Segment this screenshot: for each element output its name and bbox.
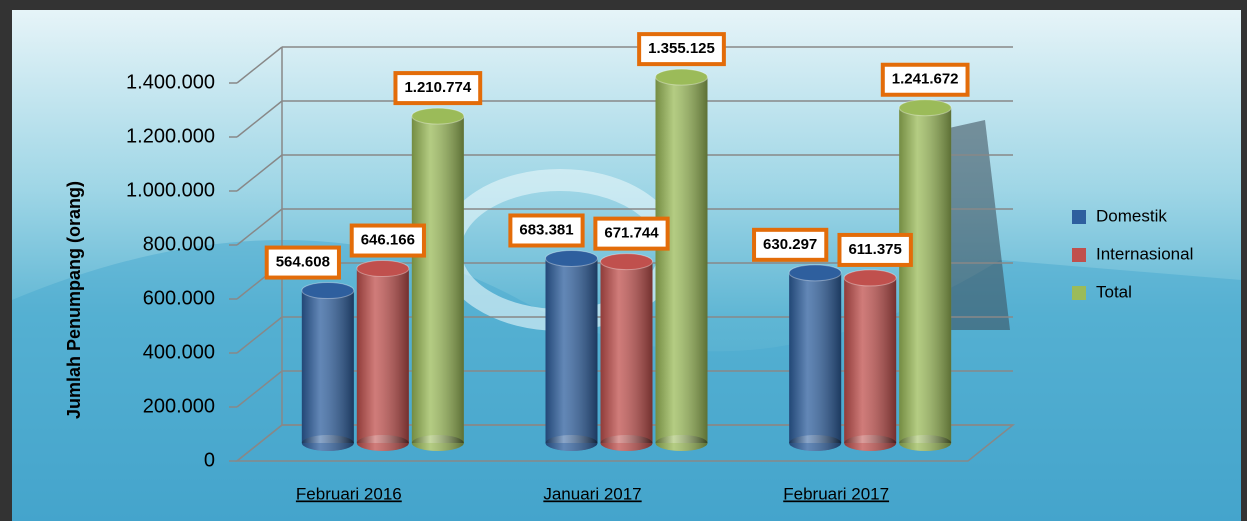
value-label-text: 564.608: [276, 254, 330, 271]
bar-bottom-shade: [412, 435, 464, 451]
value-label-text: 1.355.125: [648, 40, 715, 57]
bar-top: [601, 254, 653, 270]
chart: Jumlah Penumpang (orang) 0 200.000 400.000…: [0, 0, 1247, 521]
y-axis-title: Jumlah Penumpang (orang): [64, 181, 84, 419]
legend-swatch: [1072, 210, 1086, 224]
bar-bottom-shade: [357, 435, 409, 451]
bar-bottom-shade: [844, 435, 896, 451]
bar-bottom-shade: [601, 435, 653, 451]
bar-bottom-shade: [302, 435, 354, 451]
y-tick-label: 800.000: [143, 233, 215, 255]
bar-shade: [412, 116, 464, 443]
value-label: 1.241.672: [883, 65, 968, 95]
value-label: 646.166: [352, 226, 424, 256]
value-label-text: 646.166: [361, 232, 415, 249]
y-tick-label: 400.000: [143, 341, 215, 363]
legend-label: Domestik: [1096, 206, 1167, 225]
legend-label: Total: [1096, 282, 1132, 301]
bar-shade: [302, 291, 354, 443]
value-label-text: 1.210.774: [404, 79, 471, 96]
bar-top: [656, 69, 708, 85]
bar-shade: [844, 278, 896, 443]
bar-top: [357, 261, 409, 277]
value-label: 1.355.125: [639, 34, 724, 64]
legend-swatch: [1072, 248, 1086, 262]
bar-bottom-shade: [546, 435, 598, 451]
page: Jumlah Penumpang (orang) 0 200.000 400.000…: [0, 0, 1247, 521]
legend-swatch: [1072, 286, 1086, 300]
y-tick-label: 1.000.000: [126, 179, 215, 201]
y-tick-label: 200.000: [143, 395, 215, 417]
bar-shade: [546, 258, 598, 443]
bar-shade: [656, 77, 708, 443]
bar-top: [789, 265, 841, 281]
value-label: 630.297: [754, 230, 826, 260]
bar-bottom-shade: [789, 435, 841, 451]
value-label-text: 1.241.672: [892, 71, 959, 88]
bar-shade: [357, 269, 409, 443]
value-label: 564.608: [267, 248, 339, 278]
value-label-text: 683.381: [519, 221, 573, 238]
y-tick-label: 1.200.000: [126, 125, 215, 147]
bar-top: [412, 108, 464, 124]
x-tick-label: Januari 2017: [543, 484, 641, 503]
bar-top: [546, 250, 598, 266]
value-label: 683.381: [510, 215, 582, 245]
bar-bottom-shade: [899, 435, 951, 451]
y-tick-label: 1.400.000: [126, 71, 215, 93]
bar-shade: [601, 262, 653, 443]
x-tick-label: Februari 2016: [296, 484, 402, 503]
bar-top: [302, 283, 354, 299]
legend-label: Internasional: [1096, 244, 1193, 263]
bar-bottom-shade: [656, 435, 708, 451]
bar-shade: [899, 108, 951, 443]
value-label-text: 630.297: [763, 236, 817, 253]
value-label-text: 611.375: [848, 241, 901, 258]
y-tick-label: 600.000: [143, 287, 215, 309]
x-tick-label: Februari 2017: [783, 484, 889, 503]
bar-top: [899, 100, 951, 116]
value-label: 671.744: [595, 219, 667, 249]
value-label-text: 671.744: [604, 225, 659, 242]
y-tick-label: 0: [204, 449, 215, 471]
bar-shade: [789, 273, 841, 443]
value-label: 1.210.774: [395, 73, 480, 103]
bar-top: [844, 270, 896, 286]
value-label: 611.375: [839, 235, 910, 265]
